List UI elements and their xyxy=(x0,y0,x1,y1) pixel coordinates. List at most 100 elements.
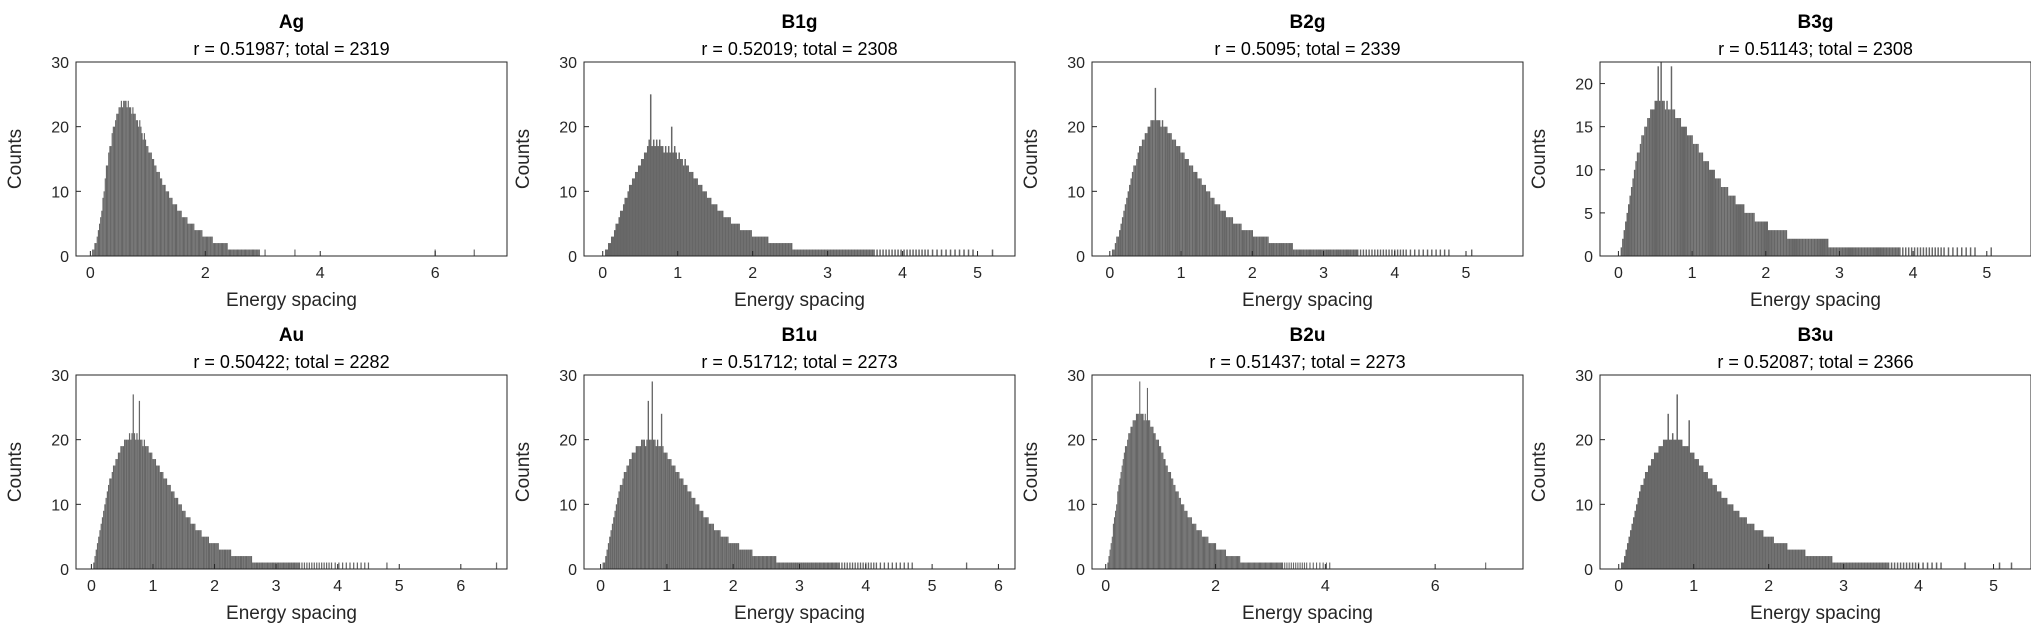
histogram-bar xyxy=(1300,249,1302,256)
histogram-bar xyxy=(855,249,857,256)
histogram-bar xyxy=(691,497,693,569)
histogram-bar xyxy=(703,191,706,256)
histogram-bar xyxy=(1779,230,1782,256)
histogram-bar xyxy=(114,465,116,569)
histogram-bar xyxy=(156,171,158,256)
histogram-bar xyxy=(264,562,266,569)
histogram-bar xyxy=(816,249,818,256)
histogram-bar xyxy=(670,459,672,569)
histogram-bar xyxy=(735,543,737,569)
histogram-bar xyxy=(747,230,749,256)
histogram-bar xyxy=(903,562,905,569)
histogram-bar xyxy=(1751,212,1754,256)
x-tick-label: 2 xyxy=(210,578,219,595)
histogram-bar xyxy=(1275,562,1277,569)
histogram-bar xyxy=(1738,204,1740,256)
histogram-bar xyxy=(1385,249,1387,256)
histogram-bar xyxy=(174,204,176,256)
histogram-bar xyxy=(150,152,152,256)
histogram-bar xyxy=(1220,210,1222,256)
histogram-bar xyxy=(195,230,197,256)
histogram-bar xyxy=(693,178,695,256)
x-tick-label: 4 xyxy=(861,578,870,595)
histogram-bar xyxy=(1894,247,1897,256)
histogram-bar xyxy=(186,217,188,256)
histogram-bar xyxy=(1338,249,1340,256)
histogram-bar xyxy=(1285,243,1288,256)
histogram-bar xyxy=(1275,243,1278,256)
y-tick-label: 15 xyxy=(1575,120,1593,137)
histogram-bar xyxy=(777,562,779,569)
histogram-bar xyxy=(670,126,673,256)
histogram-bar xyxy=(739,230,742,256)
histogram-bar xyxy=(1164,459,1166,569)
histogram-bar xyxy=(1405,249,1407,256)
histogram-bar xyxy=(1622,562,1624,569)
histogram-bar xyxy=(1779,543,1782,569)
histogram-bar xyxy=(281,562,283,569)
histogram-bar xyxy=(127,100,129,256)
histogram-bar xyxy=(1653,452,1656,569)
histogram-bar xyxy=(1638,152,1640,256)
histogram-bar xyxy=(805,562,807,569)
histogram-bar xyxy=(1663,100,1665,256)
histogram-bar xyxy=(1725,497,1728,569)
histogram-bar xyxy=(1734,510,1737,569)
histogram-bar xyxy=(1812,238,1814,256)
histogram-bar xyxy=(630,184,632,256)
chart-subtitle: r = 0.51987; total = 2319 xyxy=(193,39,389,59)
axes-frame xyxy=(75,374,508,570)
histogram-bar xyxy=(894,249,896,256)
histogram-bar xyxy=(1701,152,1704,256)
histogram-bar xyxy=(1228,556,1230,569)
y-tick-label: 20 xyxy=(51,120,69,137)
histogram-bar xyxy=(1235,556,1237,569)
histogram-bar xyxy=(1288,562,1290,569)
histogram-bar xyxy=(117,452,120,569)
histogram-bar xyxy=(1644,126,1646,256)
chart-title: Au xyxy=(279,325,304,346)
histogram-bar xyxy=(784,243,787,256)
histogram-bar xyxy=(1897,247,1900,256)
histogram-bar xyxy=(647,400,649,569)
histogram-bar xyxy=(1113,249,1115,256)
histogram-bar xyxy=(1902,562,1905,569)
histogram-bar xyxy=(1164,126,1167,256)
x-tick-label: 1 xyxy=(1689,578,1698,595)
histogram-bar xyxy=(249,556,251,569)
histogram-bar xyxy=(690,491,692,569)
histogram-bar xyxy=(702,191,704,256)
histogram-bar xyxy=(837,562,839,569)
histogram-bar xyxy=(1686,446,1689,569)
histogram-bar xyxy=(137,439,139,569)
histogram-bar xyxy=(641,439,643,569)
histogram-bar xyxy=(236,556,238,569)
histogram-bar xyxy=(1291,243,1293,256)
histogram-bar xyxy=(1742,517,1744,569)
histogram-bar xyxy=(646,439,648,569)
histogram-bar xyxy=(235,249,237,256)
histogram-bar xyxy=(243,556,245,569)
histogram-bar xyxy=(1130,426,1132,569)
histogram-bar xyxy=(1868,562,1870,569)
bars xyxy=(1111,87,1473,257)
histogram-bar xyxy=(1327,249,1329,256)
histogram-bar xyxy=(206,536,208,569)
histogram-bar xyxy=(832,249,835,256)
histogram-bar xyxy=(1246,562,1248,569)
histogram-bar xyxy=(217,243,219,256)
histogram-bar xyxy=(1790,238,1792,256)
histogram-bar xyxy=(1130,178,1132,256)
histogram-bar xyxy=(1673,439,1675,569)
histogram-bar xyxy=(119,452,121,569)
histogram-bar xyxy=(208,543,211,569)
histogram-bar xyxy=(1698,465,1701,569)
histogram-bar xyxy=(787,243,790,256)
histogram-bar xyxy=(1295,249,1298,256)
histogram-bar xyxy=(1778,230,1780,256)
histogram-bar xyxy=(891,249,893,256)
histogram-bar xyxy=(640,159,643,256)
histogram-bar xyxy=(1679,118,1682,256)
histogram-bar xyxy=(826,562,829,569)
histogram-bar xyxy=(936,249,938,256)
